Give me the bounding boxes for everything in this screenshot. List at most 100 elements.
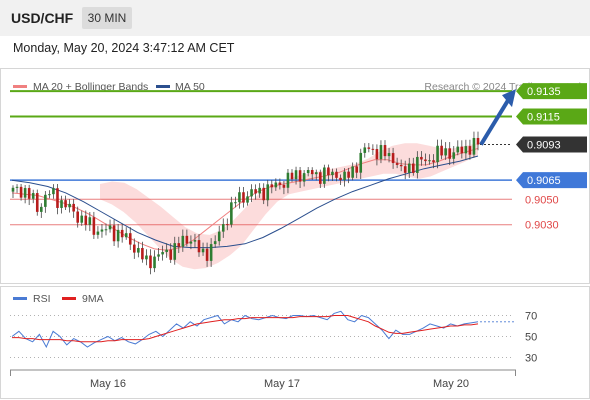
level-label-2: 0.9065 bbox=[527, 175, 561, 187]
rsi-tick-label: 50 bbox=[525, 332, 537, 344]
candle bbox=[173, 236, 177, 265]
header-bar: USD/CHF 30 MIN bbox=[0, 0, 590, 36]
level-badge-2 bbox=[516, 172, 587, 189]
candle bbox=[294, 166, 298, 185]
candle bbox=[387, 147, 391, 163]
candle bbox=[76, 206, 79, 228]
candle bbox=[238, 186, 241, 209]
candle bbox=[19, 184, 23, 201]
candle bbox=[40, 203, 43, 218]
candle bbox=[460, 140, 464, 159]
rsi-legend-label: RSI bbox=[33, 293, 51, 305]
candle bbox=[290, 169, 294, 182]
candle bbox=[339, 174, 342, 185]
candle bbox=[428, 154, 431, 165]
timeframe-button[interactable]: 30 MIN bbox=[82, 7, 132, 29]
level-label-0: 0.9135 bbox=[527, 86, 561, 98]
current-price-badge bbox=[516, 136, 587, 153]
candle bbox=[302, 169, 306, 187]
candle bbox=[234, 196, 237, 208]
candle bbox=[432, 154, 435, 169]
x-tick-label: May 17 bbox=[264, 378, 300, 390]
candle bbox=[84, 210, 88, 231]
candle bbox=[15, 184, 19, 193]
candle bbox=[197, 233, 201, 257]
candle bbox=[323, 164, 326, 188]
candle bbox=[157, 248, 160, 261]
candle bbox=[35, 189, 39, 216]
candle bbox=[250, 184, 253, 203]
candle bbox=[351, 162, 354, 181]
candle bbox=[201, 242, 205, 256]
ma20-legend-label: MA 20 + Bollinger Bands bbox=[33, 81, 148, 93]
candle bbox=[68, 199, 71, 213]
chart-datetime: Monday, May 20, 2024 3:47:12 AM CET bbox=[13, 41, 235, 55]
candle bbox=[221, 218, 225, 238]
candle bbox=[226, 218, 229, 231]
candle bbox=[52, 184, 55, 199]
candle bbox=[246, 191, 249, 206]
projection-arrow-head bbox=[502, 89, 516, 108]
x-tick-label: May 16 bbox=[90, 378, 126, 390]
candle bbox=[108, 219, 112, 233]
candle bbox=[258, 183, 261, 198]
candle bbox=[375, 144, 379, 166]
candle bbox=[359, 148, 363, 180]
rsi-tick-label: 70 bbox=[525, 311, 537, 323]
candle bbox=[420, 151, 423, 166]
candle bbox=[165, 243, 168, 258]
candle bbox=[270, 180, 274, 194]
candle bbox=[112, 219, 116, 247]
candle bbox=[274, 178, 278, 191]
ma50-line bbox=[11, 155, 479, 249]
bollinger-band-area bbox=[100, 143, 478, 270]
candle bbox=[60, 195, 63, 214]
candle bbox=[11, 185, 15, 198]
candle bbox=[185, 229, 189, 247]
candle bbox=[391, 147, 395, 169]
ma9-line bbox=[12, 315, 479, 343]
candle bbox=[379, 140, 383, 164]
current-price-label: 0.9093 bbox=[527, 140, 561, 152]
symbol-title: USD/CHF bbox=[11, 10, 74, 26]
candle bbox=[298, 166, 302, 188]
candle bbox=[282, 181, 286, 195]
level-label-3: 0.9050 bbox=[525, 194, 559, 206]
candle bbox=[177, 236, 181, 254]
candle bbox=[92, 211, 96, 239]
candle bbox=[452, 146, 456, 165]
candle bbox=[161, 245, 164, 261]
candle bbox=[448, 142, 451, 166]
candle bbox=[335, 168, 338, 182]
candle bbox=[64, 195, 67, 211]
candle bbox=[116, 224, 120, 248]
candle bbox=[383, 140, 387, 161]
candle bbox=[133, 238, 136, 259]
x-tick-label: May 20 bbox=[433, 378, 469, 390]
projection-arrow-shaft bbox=[479, 96, 512, 146]
candle bbox=[120, 223, 124, 243]
candle bbox=[319, 169, 322, 189]
candle bbox=[56, 183, 59, 215]
candle bbox=[217, 225, 221, 246]
candle bbox=[72, 199, 75, 218]
candle bbox=[48, 190, 51, 199]
candle bbox=[100, 223, 104, 238]
candle bbox=[399, 159, 403, 172]
candle bbox=[444, 142, 447, 160]
candle bbox=[424, 153, 427, 166]
candle bbox=[128, 227, 132, 250]
candle bbox=[464, 139, 468, 160]
candle bbox=[436, 139, 439, 169]
candle bbox=[355, 162, 358, 179]
candle bbox=[371, 144, 375, 155]
candle bbox=[286, 169, 290, 194]
candle bbox=[104, 223, 108, 236]
level-badge-0 bbox=[516, 83, 587, 100]
candle bbox=[80, 210, 84, 226]
ma50-legend-swatch bbox=[156, 85, 170, 88]
candle bbox=[310, 167, 314, 180]
candle bbox=[314, 169, 318, 181]
level-label-4: 0.9030 bbox=[525, 220, 559, 232]
